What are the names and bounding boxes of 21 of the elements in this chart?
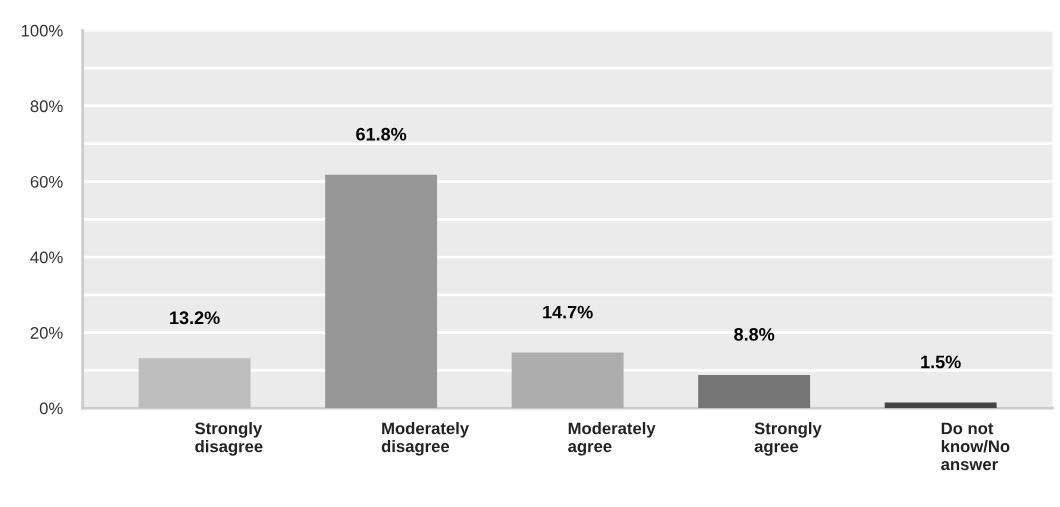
- bar: [884, 402, 997, 409]
- y-tick-label: 80%: [30, 100, 63, 113]
- x-tick-label: Moderately disagree: [381, 422, 470, 456]
- data-label: 8.8%: [734, 327, 775, 341]
- y-tick-label: 0%: [39, 402, 63, 415]
- y-tick-label: 60%: [30, 175, 63, 188]
- x-tick-label: Do not know/No answer: [941, 422, 1010, 471]
- x-tick-label: Moderately agree: [568, 422, 656, 456]
- x-tick-label: Strongly agree: [754, 422, 822, 456]
- bar: [511, 352, 624, 409]
- data-label: 14.7%: [543, 305, 593, 319]
- bar: [325, 174, 438, 409]
- y-tick-label: 40%: [30, 251, 63, 264]
- bar: [138, 358, 251, 409]
- x-tick-label: Strongly disagree: [195, 422, 263, 456]
- data-label: 1.5%: [921, 355, 961, 369]
- y-tick-label: 100%: [21, 24, 63, 37]
- data-label: 61.8%: [356, 127, 407, 141]
- bar: [698, 374, 811, 409]
- data-label: 13.2%: [170, 311, 220, 325]
- y-tick-label: 20%: [30, 326, 63, 339]
